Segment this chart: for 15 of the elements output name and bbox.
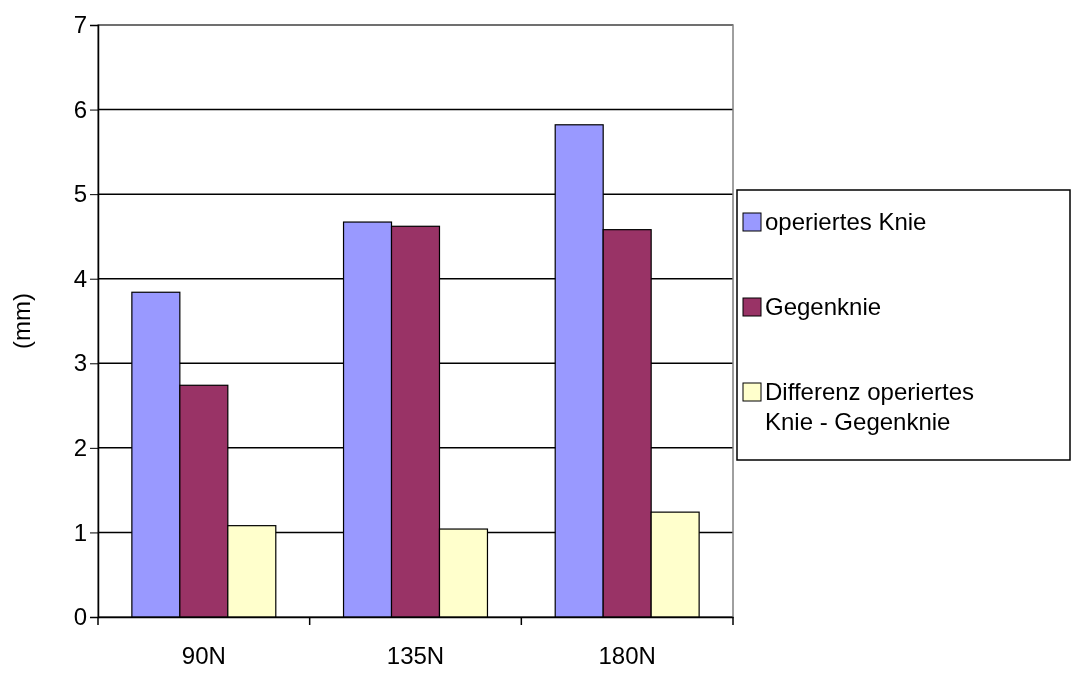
y-tick-label: 6 [73, 95, 87, 123]
y-tick-label: 1 [73, 518, 87, 546]
x-tick-label: 90N [181, 642, 226, 670]
y-tick-label: 2 [73, 434, 87, 462]
y-tick-label: 5 [73, 180, 87, 208]
legend-label: operiertes Knie [765, 208, 927, 235]
y-tick-label: 0 [73, 603, 87, 631]
legend-label: Gegenknie [765, 293, 882, 320]
y-tick-label: 3 [73, 349, 87, 377]
y-axis-title: (mm) [8, 293, 35, 349]
y-tick-label: 4 [73, 264, 87, 292]
legend-label: Differenz operiertes Knie - Gegenknie [765, 378, 974, 435]
x-tick-label: 180N [598, 642, 656, 670]
y-tick-label: 7 [73, 11, 87, 39]
x-tick-label: 135N [386, 642, 445, 670]
